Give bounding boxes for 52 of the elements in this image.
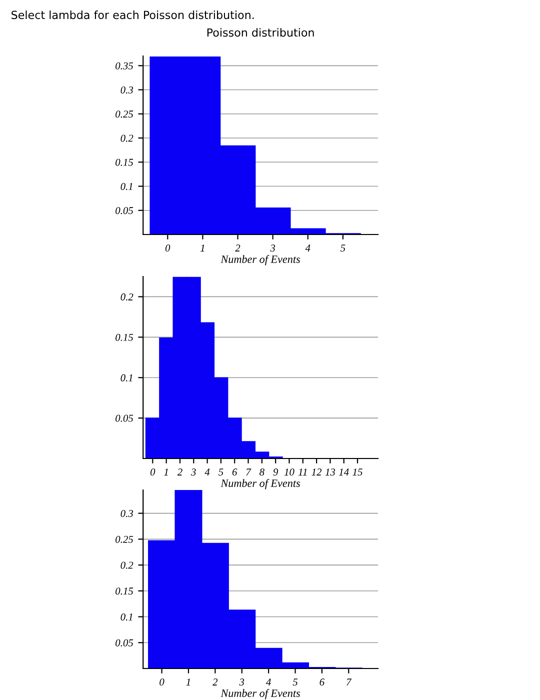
x-tick-label: 2 [235,244,240,252]
x-tick-label: 6 [320,678,324,686]
x-axis-title: Number of Events [220,479,300,490]
x-tick-label: 1 [200,244,204,252]
y-tick-label: 0.35 [116,62,134,70]
x-tick-label: 4 [204,468,210,476]
x-tick-label: 2 [212,678,218,686]
x-tick-label: 1 [186,678,190,686]
x-axis-title: Number of Events [220,689,300,700]
x-tick-label: 10 [284,468,294,476]
y-tick-label: 0.05 [116,639,134,646]
y-tick-label: 0.15 [116,158,134,166]
x-tick-label: 1 [164,468,168,476]
x-tick-label: 5 [340,244,346,252]
x-tick-label: 7 [346,678,352,686]
x-axis-title: Number of Events [220,255,300,266]
x-tick-label: 9 [273,468,278,476]
x-tick-label: 0 [160,678,164,686]
x-tick-label: 0 [165,244,170,252]
x-tick-label: 5 [292,678,298,686]
x-tick-label: 5 [218,468,224,476]
y-tick-label: 0.1 [120,182,132,190]
y-tick-label: 0.2 [120,293,134,300]
x-tick-label: 3 [270,244,276,252]
x-tick-label: 3 [191,468,196,476]
y-tick-label: 0.2 [120,134,134,142]
x-tick-label: 8 [260,468,264,476]
x-tick-label: 15 [352,468,362,476]
y-tick-label: 0.2 [120,562,134,569]
x-tick-label: 0 [150,468,156,476]
y-tick-label: 0.3 [120,86,134,94]
text: Select lambda for each Poisson distribution. [12,10,254,20]
x-tick-label: 4 [305,244,310,252]
x-tick-label: 12 [312,468,322,476]
x-tick-label: 4 [266,678,271,686]
x-tick-label: 2 [177,468,182,476]
y-tick-label: 0.15 [116,334,134,341]
x-tick-label: 7 [246,468,252,476]
x-tick-label: 13 [325,468,336,476]
x-tick-label: 14 [339,468,349,476]
x-tick-label: 11 [298,468,307,476]
y-tick-label: 0.1 [120,374,132,382]
y-tick-label: 0.05 [116,207,134,214]
y-tick-label: 0.3 [120,510,134,518]
y-tick-label: 0.15 [116,588,134,595]
y-tick-label: 0.1 [120,613,132,621]
chart-title: Poisson distribution [207,28,314,37]
x-tick-label: 6 [232,468,238,476]
y-tick-label: 0.05 [116,414,134,422]
x-tick-label: 3 [239,678,244,686]
y-tick-label: 0.25 [116,110,134,118]
y-tick-label: 0.25 [116,536,134,543]
